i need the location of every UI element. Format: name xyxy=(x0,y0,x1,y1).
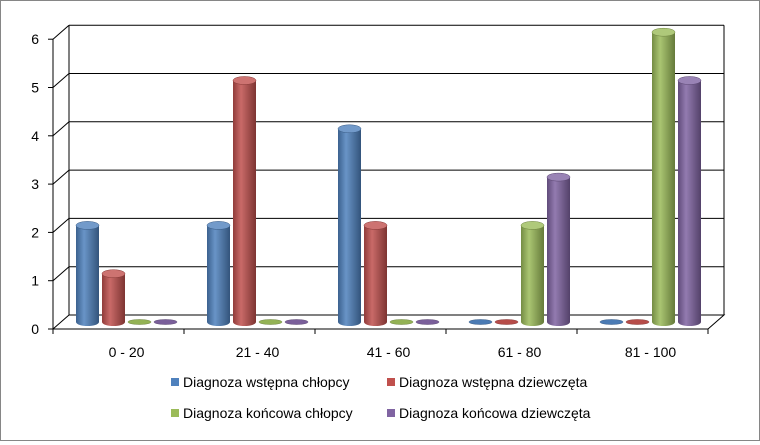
legend-item-4: Diagnoza końcowa dziewczęta xyxy=(387,405,591,421)
bar-3-3 xyxy=(389,319,414,325)
bar-5-2 xyxy=(625,319,650,325)
legend-label: Diagnoza końcowa dziewczęta xyxy=(399,405,591,421)
x-axis-ticks: 0 - 20 21 - 40 41 - 60 61 - 80 81 - 100 xyxy=(52,329,709,360)
legend-label: Diagnoza końcowa chłopcy xyxy=(183,405,353,421)
bar-2-4 xyxy=(284,319,309,325)
bar-5-3 xyxy=(651,27,676,326)
y-tick-label: 6 xyxy=(31,31,39,47)
bar-1-2 xyxy=(101,269,126,326)
bar-2-2 xyxy=(232,76,257,326)
legend-item-3: Diagnoza końcowa chłopcy xyxy=(171,405,353,421)
x-tick-label: 81 - 100 xyxy=(625,344,677,360)
legend-swatch xyxy=(171,409,179,417)
gridline-side xyxy=(52,121,70,137)
gridline-side xyxy=(52,24,70,40)
bar-5-1 xyxy=(599,319,624,325)
legend: Diagnoza wstępna chłopcy Diagnoza wstępna… xyxy=(171,374,591,421)
chart-floor xyxy=(51,314,726,330)
y-tick-label: 3 xyxy=(31,176,39,192)
y-tick-label: 1 xyxy=(31,273,39,289)
legend-swatch xyxy=(387,409,395,417)
y-tick-label: 0 xyxy=(31,321,39,337)
gridlines xyxy=(52,24,724,282)
gridline-side xyxy=(52,169,70,185)
legend-label: Diagnoza wstępna dziewczęta xyxy=(399,374,588,390)
bar-3-2 xyxy=(363,221,388,326)
y-tick-label: 4 xyxy=(31,128,39,144)
x-tick-label: 21 - 40 xyxy=(236,344,280,360)
bar-2-3 xyxy=(258,319,283,325)
y-axis-ticks: 0 1 2 3 4 5 6 xyxy=(31,31,53,337)
gridline-side xyxy=(52,218,70,233)
bar-3-4 xyxy=(415,319,440,325)
bar-4-2 xyxy=(494,319,519,325)
bar-4-4 xyxy=(546,172,571,326)
y-tick-label: 5 xyxy=(31,80,39,96)
bars xyxy=(75,27,702,326)
legend-swatch xyxy=(387,378,395,386)
bar-3-1 xyxy=(337,124,362,326)
legend-label: Diagnoza wstępna chłopcy xyxy=(183,374,350,390)
bar-1-3 xyxy=(127,319,152,325)
chart-walls xyxy=(51,25,726,330)
bar-1-4 xyxy=(153,319,178,325)
bar-4-3 xyxy=(520,221,545,326)
bar-4-1 xyxy=(468,319,493,325)
gridline-side xyxy=(52,73,70,88)
legend-item-2: Diagnoza wstępna dziewczęta xyxy=(387,374,588,390)
gridline-side xyxy=(52,266,70,282)
x-tick-label: 61 - 80 xyxy=(498,344,542,360)
x-tick-label: 41 - 60 xyxy=(367,344,411,360)
legend-swatch xyxy=(171,378,179,386)
bar-5-4 xyxy=(677,76,702,326)
x-tick-label: 0 - 20 xyxy=(109,344,145,360)
bar-1-1 xyxy=(75,221,100,326)
y-tick-label: 2 xyxy=(31,224,39,240)
bar-2-1 xyxy=(206,221,231,326)
legend-item-1: Diagnoza wstępna chłopcy xyxy=(171,374,350,390)
